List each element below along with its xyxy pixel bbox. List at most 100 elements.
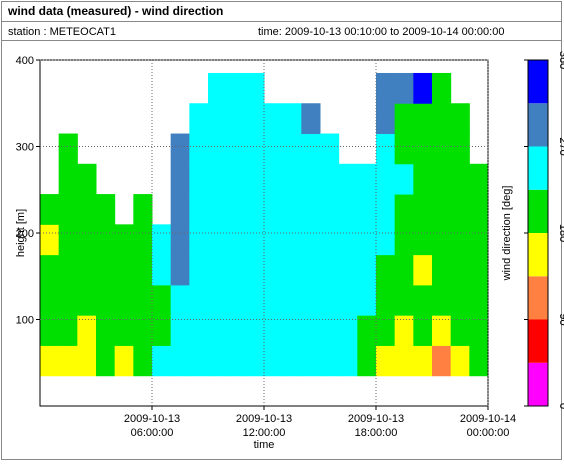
cell [469,345,489,377]
cell [245,163,265,195]
cell [469,194,489,225]
cell [170,224,190,256]
cell [357,254,377,286]
cell [208,315,228,346]
cell [301,163,321,195]
cell [450,345,470,377]
cell [226,72,246,104]
cell [376,103,396,135]
cell [189,284,209,316]
cell [58,224,78,256]
cell [226,163,246,195]
time-range: time: 2009-10-13 00:10:00 to 2009-10-14 … [258,26,504,38]
cell [170,163,190,195]
cell [394,315,414,346]
cell [376,72,396,104]
cell [394,224,414,256]
cell [469,163,489,195]
cell [282,254,302,286]
cell [450,133,470,165]
cell [189,345,209,377]
cell [338,224,358,256]
cell [96,254,116,286]
cell [450,103,470,135]
colorbar-tick-label: 270 [557,137,564,155]
cell [40,254,60,286]
cell [469,224,489,256]
cell [189,133,209,165]
cell [469,284,489,316]
cell [152,315,172,346]
cell [245,133,265,165]
cell [338,345,358,377]
cell [301,284,321,316]
cell [432,224,452,256]
cell [77,345,97,377]
x-tick-label: 2009-10-13 [124,413,180,425]
cell [338,284,358,316]
cell [58,345,78,377]
cell [245,315,265,346]
cell [264,254,284,286]
cell [152,284,172,316]
cell [413,72,433,104]
cell [450,315,470,346]
cell [376,224,396,256]
cell [357,194,377,225]
cell [77,163,97,195]
cell [413,194,433,225]
cell [282,194,302,225]
cell [226,284,246,316]
cell [413,284,433,316]
cell [469,254,489,286]
cell [394,254,414,286]
colorbar-tick-label: 360 [557,51,564,69]
cell [301,133,321,165]
cell [320,163,340,195]
x-axis-label: time [254,439,275,451]
colorbar-tick-label: 180 [557,224,564,242]
y-tick-label: 200 [16,228,34,240]
cell [226,224,246,256]
cell [282,133,302,165]
cell [282,315,302,346]
cell [338,315,358,346]
cell [357,315,377,346]
cell [264,194,284,225]
cell [226,254,246,286]
cell [40,284,60,316]
x-tick-label: 2009-10-13 [236,413,292,425]
cell [320,315,340,346]
cell [226,315,246,346]
cell [77,224,97,256]
cell [77,254,97,286]
cell [282,284,302,316]
cell [245,345,265,377]
cell [320,224,340,256]
cell [320,284,340,316]
cell [245,103,265,135]
cell [189,194,209,225]
cell [450,254,470,286]
cell [208,103,228,135]
cell [189,163,209,195]
cell [282,224,302,256]
cell [58,194,78,225]
cell [208,254,228,286]
cell [394,163,414,195]
cell [394,72,414,104]
colorbar-band [528,146,548,190]
cell [189,315,209,346]
cell [469,315,489,346]
cell [114,254,134,286]
cell [450,194,470,225]
cell [208,194,228,225]
cell [394,345,414,377]
station: station : METEOCAT1 [8,26,116,38]
cell [376,194,396,225]
cell [226,133,246,165]
cell [133,315,153,346]
cell [77,284,97,316]
cell [40,345,60,377]
